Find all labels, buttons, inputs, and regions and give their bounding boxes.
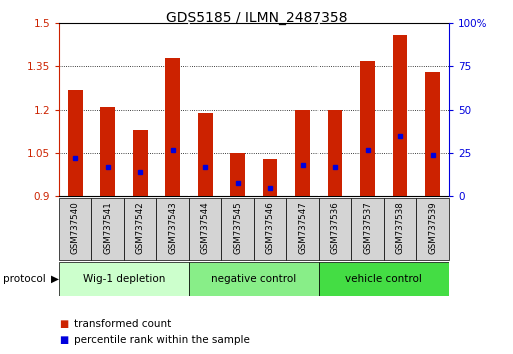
Bar	[91, 198, 124, 260]
Text: GSM737544: GSM737544	[201, 201, 210, 254]
Text: vehicle control: vehicle control	[345, 274, 422, 284]
Bar	[165, 58, 180, 196]
Text: transformed count: transformed count	[74, 319, 172, 329]
Text: percentile rank within the sample: percentile rank within the sample	[74, 335, 250, 345]
Text: GDS5185 / ILMN_2487358: GDS5185 / ILMN_2487358	[166, 11, 347, 25]
Bar	[393, 35, 407, 196]
Bar	[319, 262, 449, 296]
Bar	[263, 159, 278, 196]
Bar	[133, 130, 148, 196]
Bar	[156, 198, 189, 260]
Bar	[189, 262, 319, 296]
Text: GSM737537: GSM737537	[363, 201, 372, 254]
Bar	[384, 198, 417, 260]
Bar	[198, 113, 212, 196]
Bar	[328, 110, 343, 196]
Bar	[295, 110, 310, 196]
Text: GSM737546: GSM737546	[266, 201, 274, 254]
Text: GSM737539: GSM737539	[428, 201, 437, 254]
Text: GSM737545: GSM737545	[233, 201, 242, 254]
Text: GSM737540: GSM737540	[71, 201, 80, 254]
Text: GSM737536: GSM737536	[331, 201, 340, 254]
Text: GSM737543: GSM737543	[168, 201, 177, 254]
Bar	[351, 198, 384, 260]
Bar	[59, 262, 189, 296]
Bar	[68, 90, 83, 196]
Bar	[425, 72, 440, 196]
Text: negative control: negative control	[211, 274, 297, 284]
Text: ▶: ▶	[51, 274, 60, 284]
Bar	[59, 198, 91, 260]
Text: Wig-1 depletion: Wig-1 depletion	[83, 274, 165, 284]
Text: GSM737541: GSM737541	[103, 201, 112, 254]
Text: GSM737538: GSM737538	[396, 201, 405, 254]
Text: ■: ■	[59, 319, 68, 329]
Bar	[286, 198, 319, 260]
Text: protocol: protocol	[3, 274, 45, 284]
Text: ■: ■	[59, 335, 68, 345]
Bar	[319, 198, 351, 260]
Bar	[417, 198, 449, 260]
Text: GSM737547: GSM737547	[298, 201, 307, 254]
Bar	[222, 198, 254, 260]
Bar	[254, 198, 286, 260]
Bar	[124, 198, 156, 260]
Bar	[360, 61, 375, 196]
Bar	[101, 107, 115, 196]
Text: GSM737542: GSM737542	[136, 201, 145, 254]
Bar	[230, 153, 245, 196]
Bar	[189, 198, 222, 260]
